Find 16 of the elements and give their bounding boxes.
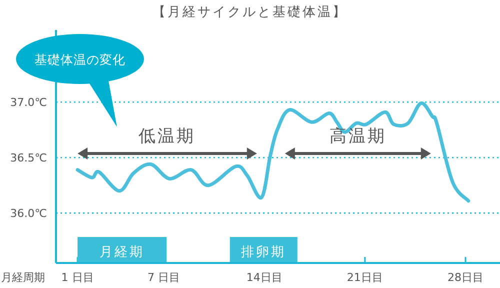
band-label: 月経期: [100, 245, 145, 260]
chart-title: 【月経サイクルと基礎体温】: [152, 5, 348, 20]
x-tick-label: 14日目: [246, 271, 282, 284]
y-tick-label: 36.5℃: [10, 152, 47, 165]
line-series: [76, 101, 470, 203]
x-tick-label: 28日目: [448, 271, 484, 284]
annotation: 基礎体温の変化: [34, 52, 126, 67]
y-tick-label: 36.0℃: [10, 207, 47, 220]
x-axis-title: 月経周期: [1, 271, 45, 284]
x-tick-label: 1 日目: [61, 271, 94, 284]
x-tick-label: 7 日目: [148, 271, 180, 284]
y-tick-label: 37.0℃: [10, 96, 47, 110]
band-label: 排卵期: [241, 245, 286, 260]
x-tick-label: 21日目: [346, 271, 383, 284]
annotation: 低温期: [138, 126, 196, 146]
annotation: 高温期: [329, 126, 386, 146]
